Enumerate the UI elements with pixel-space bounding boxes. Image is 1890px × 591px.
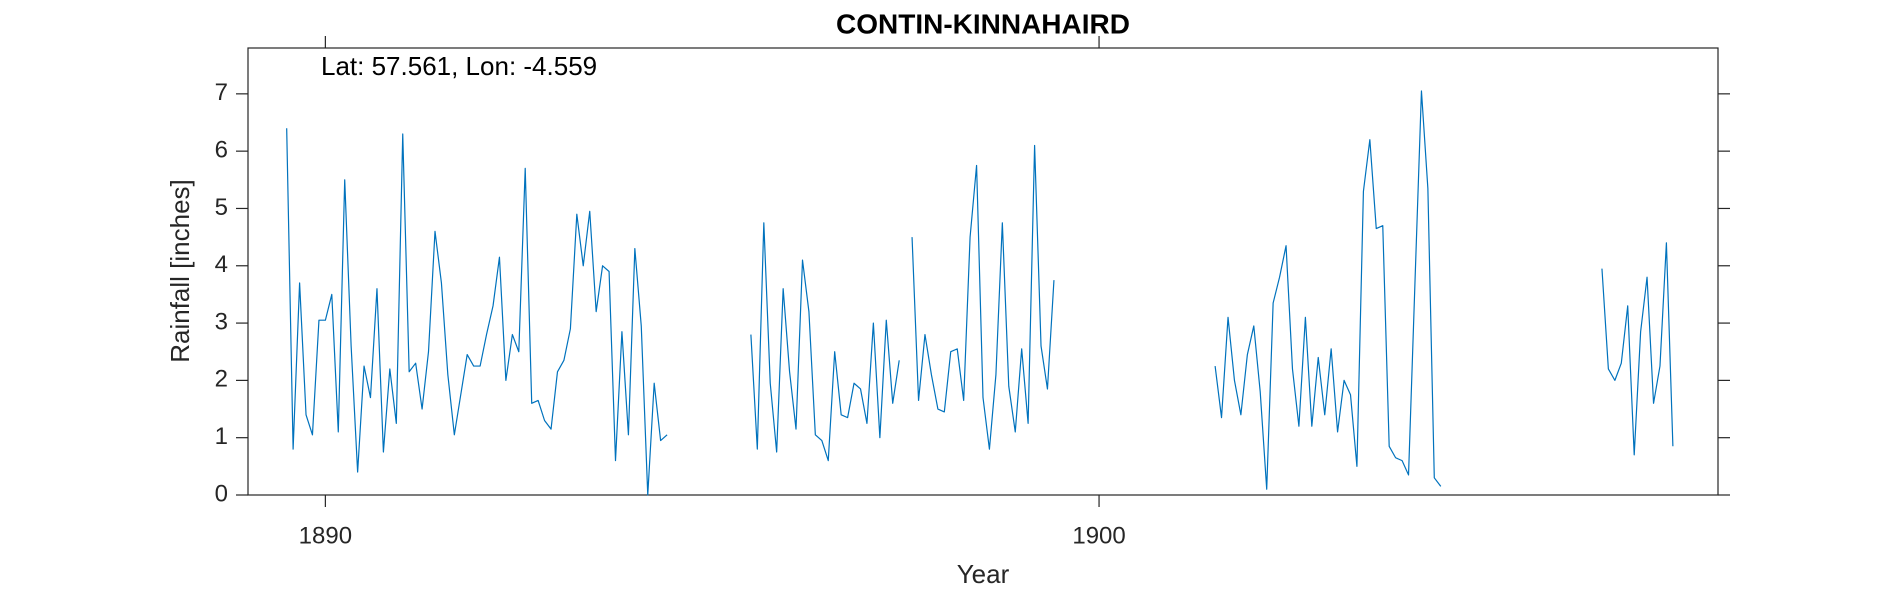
y-tick-label: 3	[215, 308, 228, 335]
y-tick-label: 2	[215, 366, 228, 393]
x-axis-label: Year	[957, 559, 1010, 589]
chart-title: CONTIN-KINNAHAIRD	[836, 8, 1130, 39]
y-axis-label: Rainfall [inches]	[165, 179, 195, 363]
y-tick-label: 6	[215, 136, 228, 163]
y-tick-label: 5	[215, 194, 228, 221]
y-tick-label: 0	[215, 480, 228, 507]
x-tick-label: 1900	[1072, 522, 1125, 549]
x-tick-label: 1890	[299, 522, 352, 549]
y-tick-label: 4	[215, 251, 228, 278]
axes-box	[247, 47, 1719, 496]
annotation: Lat: 57.561, Lon: -4.559	[321, 51, 597, 81]
data-line	[286, 90, 1674, 496]
y-tick-label: 1	[215, 423, 228, 450]
y-tick-label: 7	[215, 79, 228, 106]
